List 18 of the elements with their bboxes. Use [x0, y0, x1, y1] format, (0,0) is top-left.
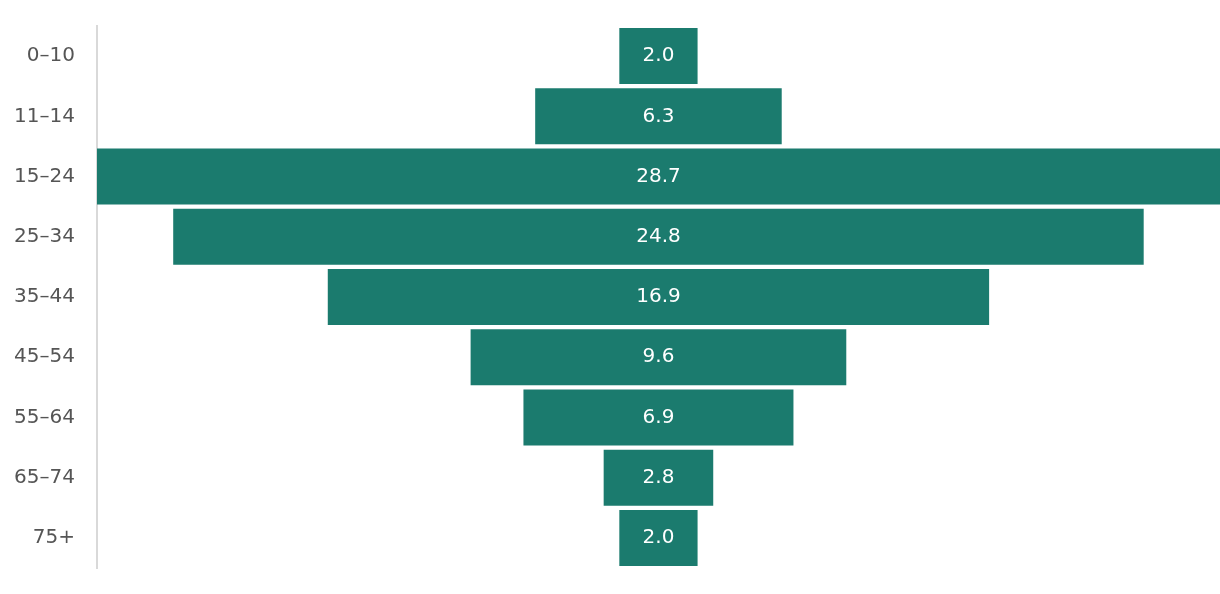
data-label: 16.9 — [636, 283, 681, 308]
data-label: 9.6 — [642, 343, 675, 368]
data-label: 2.0 — [642, 42, 675, 67]
category-label: 25–34 — [13, 222, 75, 247]
category-label: 55–64 — [13, 403, 75, 428]
data-label: 2.8 — [642, 463, 675, 488]
data-label: 2.0 — [642, 524, 675, 549]
category-label: 75+ — [32, 524, 75, 549]
data-label: 28.7 — [636, 162, 681, 187]
data-label: 6.9 — [642, 403, 675, 428]
category-label: 15–24 — [13, 162, 75, 187]
category-label: 65–74 — [13, 463, 75, 488]
category-label: 11–14 — [13, 102, 75, 127]
category-label: 45–54 — [13, 343, 75, 368]
data-label: 24.8 — [636, 222, 681, 247]
category-label: 35–44 — [13, 283, 75, 308]
category-label: 0–10 — [26, 42, 75, 67]
data-label: 6.3 — [642, 102, 675, 127]
